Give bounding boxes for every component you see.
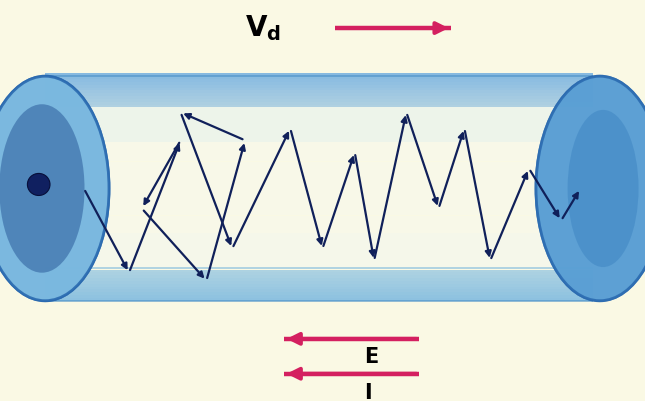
Ellipse shape — [0, 104, 84, 273]
Bar — [45, 290, 600, 292]
Bar — [45, 147, 600, 150]
Ellipse shape — [0, 76, 109, 301]
Bar — [45, 261, 600, 264]
Bar — [45, 278, 600, 281]
Bar — [45, 170, 600, 173]
Bar — [45, 247, 600, 249]
Bar — [45, 125, 600, 128]
Bar — [45, 93, 600, 96]
Bar — [45, 258, 600, 261]
Bar — [45, 73, 600, 76]
Bar — [45, 215, 600, 218]
Bar — [45, 238, 600, 241]
Bar — [45, 99, 600, 102]
Bar — [45, 119, 600, 122]
Bar — [45, 91, 600, 93]
Bar — [45, 207, 600, 210]
Bar — [45, 139, 600, 142]
Bar — [45, 105, 600, 107]
Bar — [45, 144, 600, 147]
Bar — [45, 133, 600, 136]
Bar — [45, 110, 600, 113]
Bar — [45, 281, 600, 284]
Bar — [45, 184, 600, 187]
Bar — [45, 156, 600, 159]
Bar — [45, 267, 600, 269]
Bar — [45, 136, 600, 139]
Bar — [45, 96, 600, 99]
Bar — [45, 116, 600, 119]
Bar — [45, 244, 600, 247]
Bar — [45, 187, 600, 190]
Bar — [45, 162, 600, 164]
Ellipse shape — [536, 76, 645, 301]
Ellipse shape — [27, 173, 50, 195]
Ellipse shape — [568, 110, 639, 267]
Bar — [45, 164, 600, 167]
Bar — [45, 76, 600, 79]
Bar — [45, 173, 600, 176]
Text: $\mathbf{V_d}$: $\mathbf{V_d}$ — [245, 13, 281, 43]
Bar — [45, 79, 600, 82]
Bar — [45, 233, 600, 235]
Bar — [45, 230, 600, 233]
Bar — [45, 150, 600, 153]
Text: $\mathbf{I}$: $\mathbf{I}$ — [364, 383, 372, 401]
Bar — [45, 224, 600, 227]
Bar — [0, 68, 19, 309]
Bar — [45, 275, 600, 278]
Bar — [45, 241, 600, 244]
Bar — [45, 227, 600, 230]
Bar — [45, 204, 600, 207]
Bar — [45, 201, 600, 204]
Bar — [45, 284, 600, 287]
Ellipse shape — [32, 175, 39, 182]
Ellipse shape — [0, 76, 109, 301]
Bar — [45, 210, 600, 213]
Bar — [45, 102, 600, 105]
Bar — [45, 221, 600, 224]
Bar — [45, 87, 600, 90]
Bar — [45, 272, 600, 275]
Bar — [45, 253, 600, 255]
Bar — [45, 295, 600, 298]
Bar — [45, 113, 600, 116]
Bar — [45, 142, 600, 144]
Bar — [45, 153, 600, 156]
Bar — [593, 68, 645, 309]
Bar — [45, 82, 600, 85]
Bar — [45, 287, 600, 290]
Ellipse shape — [568, 110, 639, 267]
Bar — [45, 128, 600, 130]
Bar — [45, 159, 600, 162]
Ellipse shape — [0, 104, 84, 273]
Bar — [45, 292, 600, 295]
Bar — [45, 269, 600, 272]
Bar — [45, 219, 600, 221]
Text: $\mathbf{E}$: $\mathbf{E}$ — [364, 347, 379, 367]
Bar — [45, 264, 600, 267]
Ellipse shape — [536, 76, 645, 301]
Bar — [45, 167, 600, 170]
Bar — [45, 298, 600, 301]
Ellipse shape — [27, 173, 50, 195]
Bar — [45, 181, 600, 184]
Bar — [45, 176, 600, 178]
Bar — [45, 255, 600, 258]
Bar — [45, 107, 600, 110]
Bar — [45, 213, 600, 215]
Bar — [45, 178, 600, 181]
Bar — [45, 193, 600, 196]
Bar — [45, 198, 600, 201]
Bar — [45, 235, 600, 238]
Bar — [45, 196, 600, 198]
Bar — [45, 249, 600, 252]
Bar — [45, 85, 600, 87]
Bar — [45, 130, 600, 133]
Bar — [45, 122, 600, 125]
Bar — [45, 190, 600, 193]
